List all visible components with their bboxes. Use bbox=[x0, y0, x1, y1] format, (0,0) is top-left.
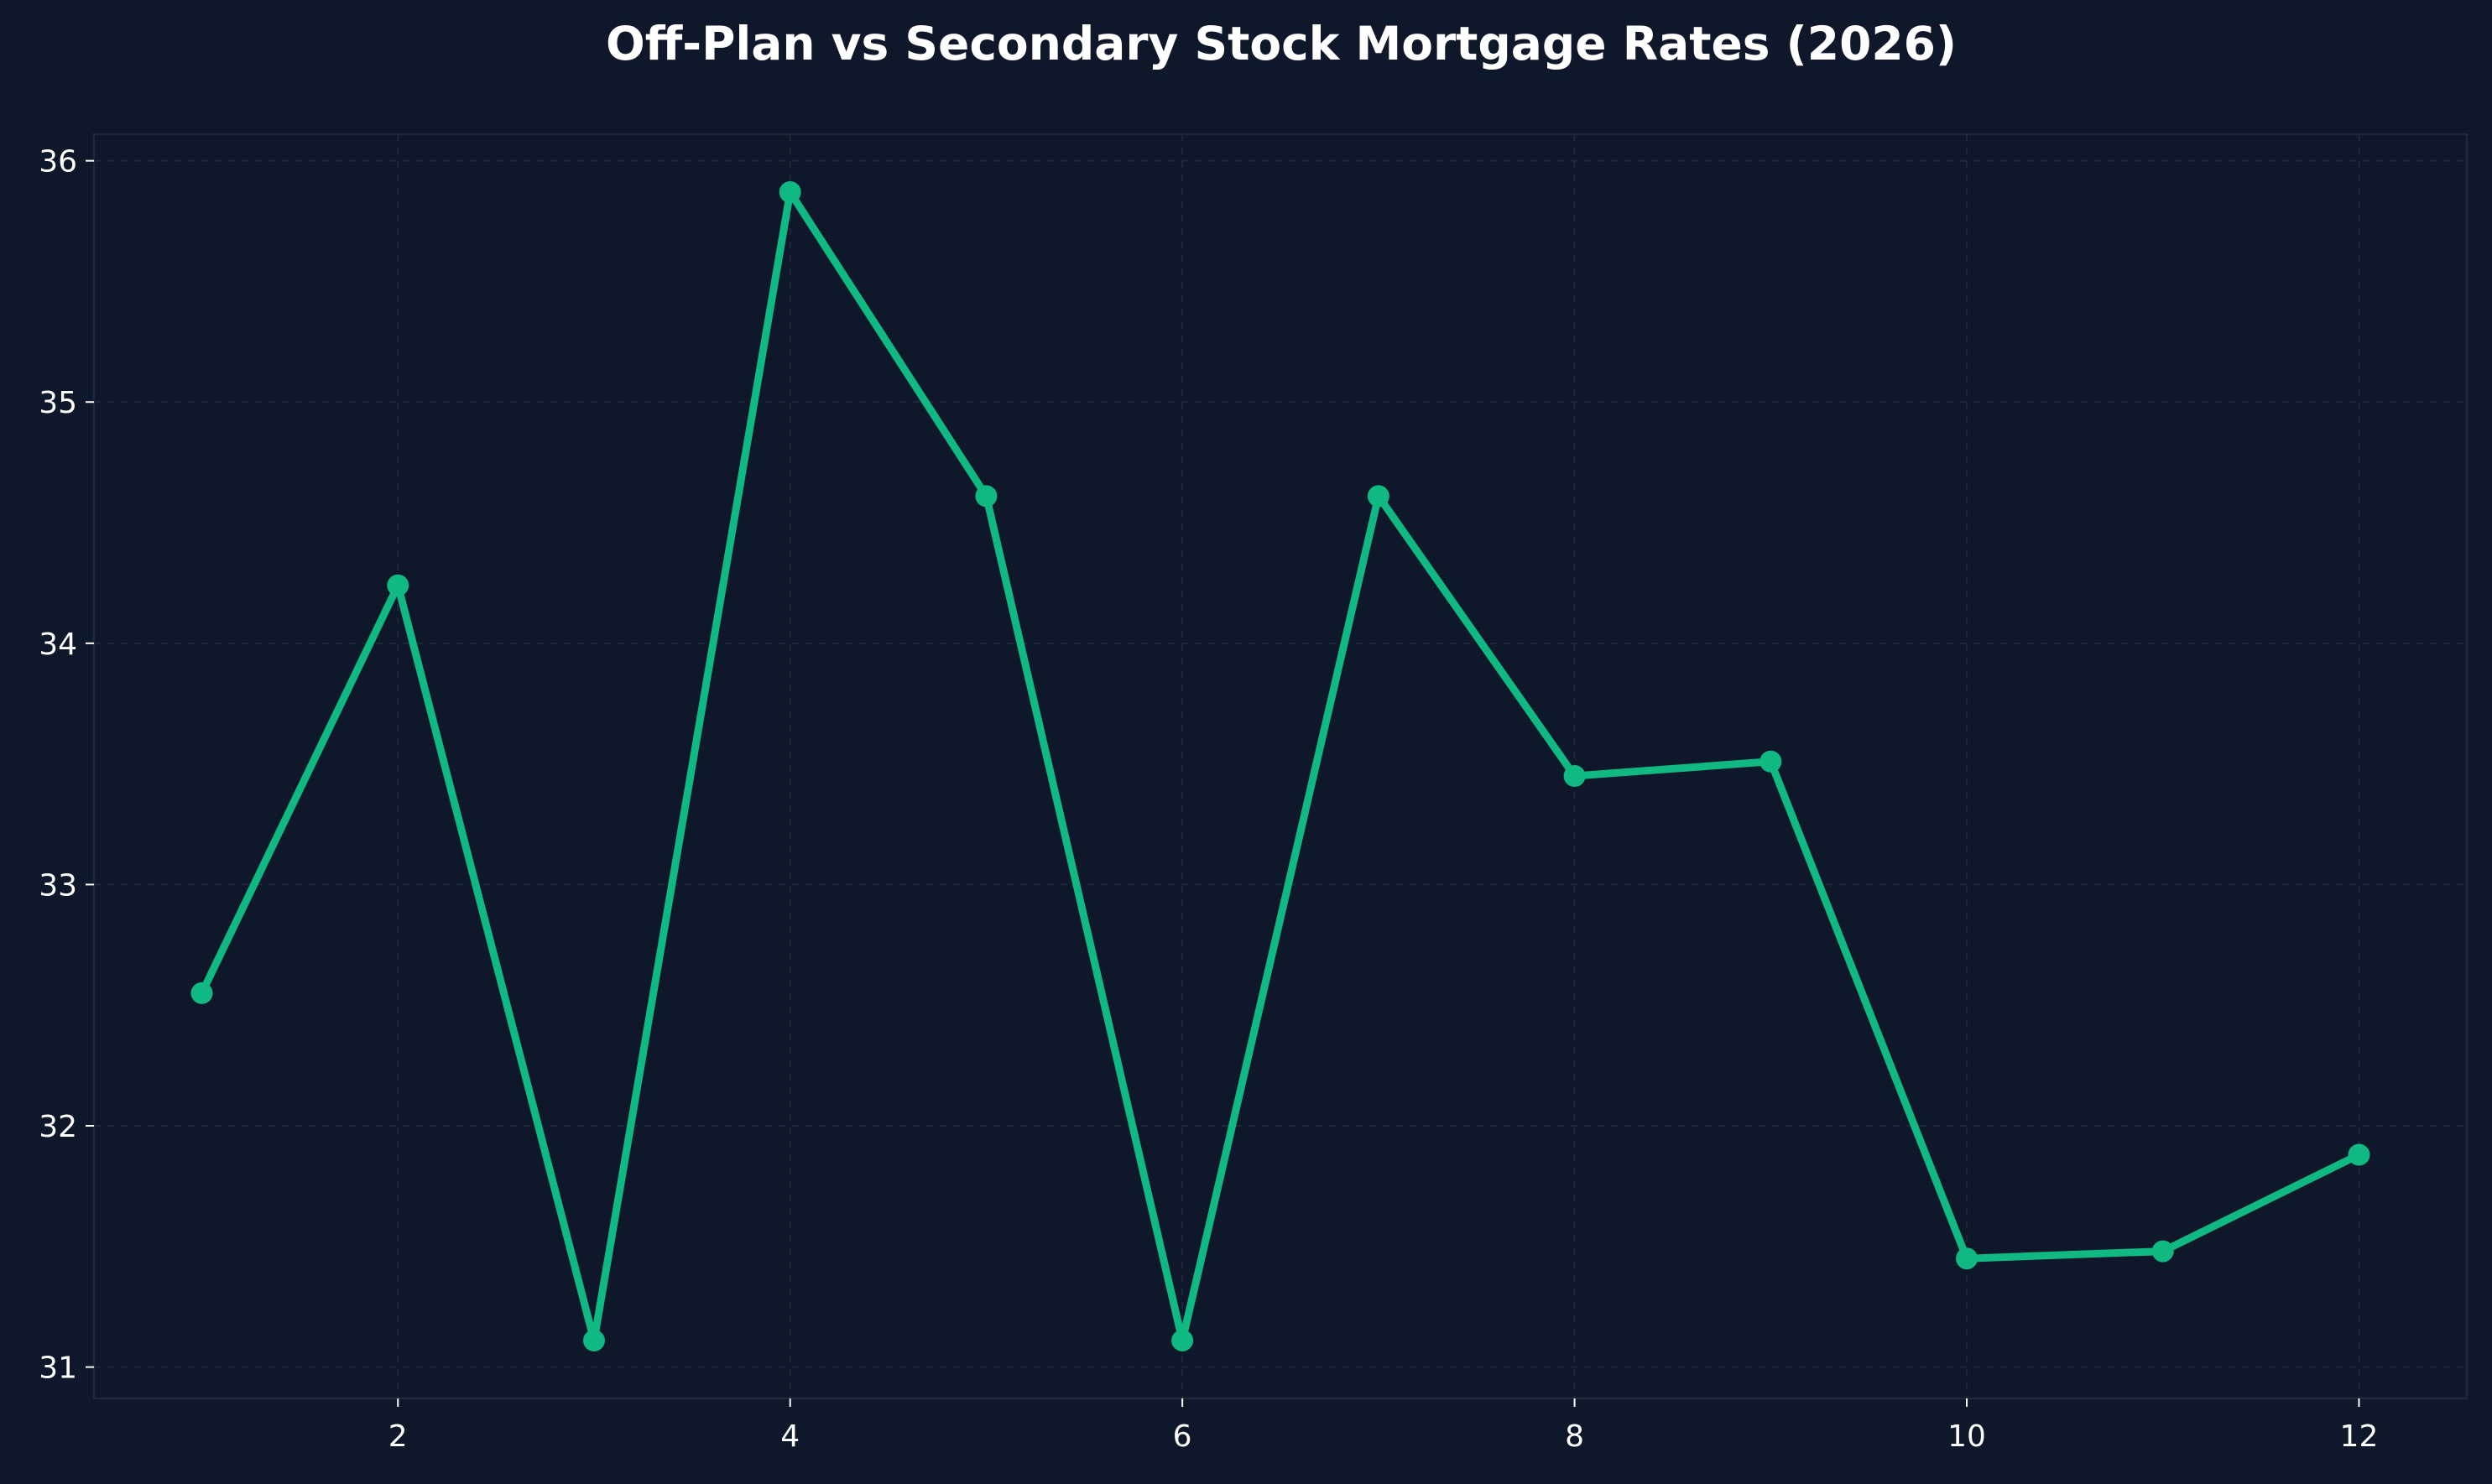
y-tick-label: 32 bbox=[39, 1110, 77, 1144]
x-tick-label: 12 bbox=[2340, 1419, 2379, 1454]
y-tick-label: 34 bbox=[39, 627, 77, 662]
plot-frame bbox=[92, 133, 2469, 1400]
y-tick-label: 35 bbox=[39, 386, 77, 420]
data-point bbox=[190, 982, 213, 1004]
data-point bbox=[1367, 485, 1389, 508]
data-point bbox=[582, 1329, 605, 1351]
data-point bbox=[387, 574, 409, 596]
data-point bbox=[1956, 1247, 1978, 1270]
data-point bbox=[2151, 1240, 2174, 1263]
data-point bbox=[1760, 750, 1782, 773]
x-tick-label: 4 bbox=[780, 1419, 800, 1454]
grid-layer bbox=[94, 134, 2467, 1398]
x-tick-label: 6 bbox=[1173, 1419, 1192, 1454]
x-tick-label: 2 bbox=[388, 1419, 408, 1454]
y-tick-label: 33 bbox=[39, 868, 77, 903]
chart-title: Off-Plan vs Secondary Stock Mortgage Rat… bbox=[606, 17, 1957, 70]
x-tick-label: 10 bbox=[1947, 1419, 1986, 1454]
data-point bbox=[2348, 1143, 2370, 1166]
y-tick-label: 36 bbox=[39, 145, 77, 180]
marker-layer bbox=[190, 181, 2370, 1351]
data-point bbox=[1563, 765, 1586, 788]
series-line bbox=[198, 188, 2363, 1345]
series-layer bbox=[198, 188, 2363, 1345]
data-point bbox=[779, 181, 801, 204]
y-tick-label: 31 bbox=[39, 1351, 77, 1386]
data-point bbox=[1171, 1329, 1194, 1351]
x-tick-label: 8 bbox=[1565, 1419, 1584, 1454]
data-point bbox=[975, 485, 998, 508]
axis-layer: 31 32 33 34 35 36 2 4 6 8 10 12 bbox=[39, 133, 2469, 1454]
